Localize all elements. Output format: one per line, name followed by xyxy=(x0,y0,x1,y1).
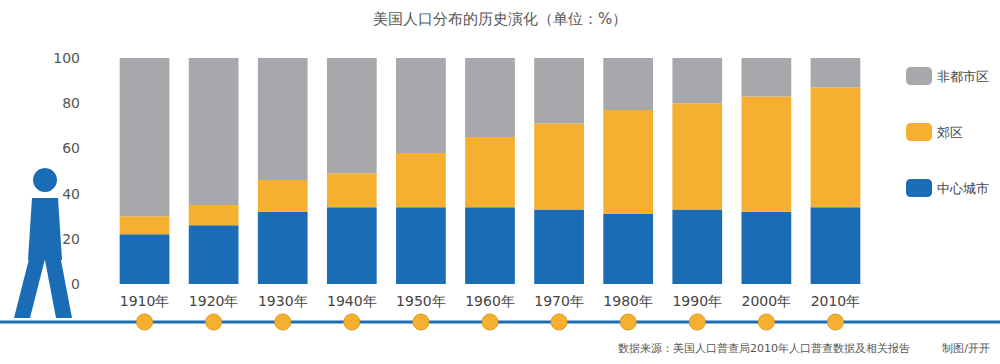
svg-text:2010年: 2010年 xyxy=(811,293,861,309)
svg-text:1910年: 1910年 xyxy=(120,293,170,309)
svg-text:60: 60 xyxy=(62,140,80,156)
svg-text:20: 20 xyxy=(62,231,80,247)
svg-text:0: 0 xyxy=(71,276,80,292)
svg-text:1970年: 1970年 xyxy=(534,293,584,309)
svg-text:1980年: 1980年 xyxy=(603,293,653,309)
svg-text:2000年: 2000年 xyxy=(742,293,792,309)
svg-text:1930年: 1930年 xyxy=(258,293,308,309)
svg-text:1960年: 1960年 xyxy=(465,293,515,309)
svg-text:1940年: 1940年 xyxy=(327,293,377,309)
svg-text:中心城市: 中心城市 xyxy=(937,181,989,196)
svg-text:制图/开开: 制图/开开 xyxy=(942,342,990,355)
svg-text:美国人口分布的历史演化（单位：%）: 美国人口分布的历史演化（单位：%） xyxy=(373,10,627,28)
svg-text:非都市区: 非都市区 xyxy=(937,69,989,84)
svg-text:郊区: 郊区 xyxy=(937,125,963,140)
svg-text:数据来源：美国人口普查局2010年人口普查数据及相关报告: 数据来源：美国人口普查局2010年人口普查数据及相关报告 xyxy=(618,342,910,355)
svg-text:1990年: 1990年 xyxy=(672,293,722,309)
svg-text:100: 100 xyxy=(53,50,80,66)
svg-text:40: 40 xyxy=(62,186,80,202)
svg-text:1920年: 1920年 xyxy=(189,293,239,309)
svg-text:1950年: 1950年 xyxy=(396,293,446,309)
svg-text:80: 80 xyxy=(62,95,80,111)
